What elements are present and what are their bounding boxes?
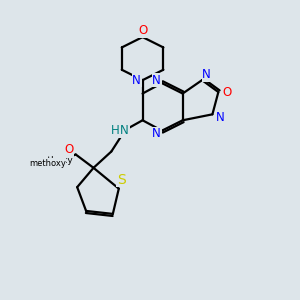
Text: O: O — [138, 24, 147, 37]
Text: N: N — [216, 111, 225, 124]
Text: N: N — [132, 74, 141, 87]
Text: N: N — [152, 74, 161, 87]
Text: methoxy: methoxy — [34, 156, 73, 165]
Text: N: N — [120, 124, 129, 137]
Text: N: N — [152, 127, 161, 140]
Text: O: O — [64, 142, 74, 156]
Text: O: O — [222, 85, 231, 98]
Text: H: H — [111, 124, 120, 137]
Text: methoxy: methoxy — [29, 159, 66, 168]
Text: N: N — [202, 68, 211, 81]
Text: S: S — [117, 173, 125, 187]
